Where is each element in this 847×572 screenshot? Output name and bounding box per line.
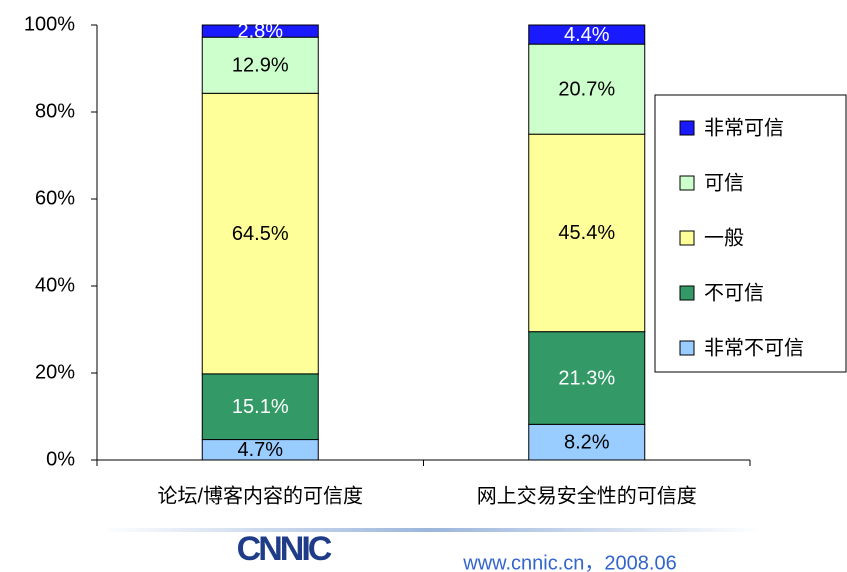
source: www.cnnic.cn，2008.06 [462, 552, 676, 572]
bar-segment [201, 92, 319, 375]
y-tick-label: 40% [35, 274, 75, 296]
legend-swatch [679, 285, 695, 301]
bar-segment [201, 373, 319, 441]
x-tick-label: 论坛/博客内容的可信度 [157, 484, 363, 507]
y-tick-label: 0% [46, 448, 75, 470]
legend-swatch [679, 175, 695, 191]
x-tick-label: 网上交易安全性的可信度 [477, 484, 697, 507]
legend-swatch [679, 120, 695, 136]
legend-label: 可信 [704, 171, 744, 194]
bar-segment [528, 423, 646, 461]
value-label: 8.2% [564, 431, 610, 453]
separator [100, 528, 760, 532]
value-label: 12.9% [232, 55, 289, 77]
legend-label: 非常不可信 [704, 336, 804, 359]
value-label: 45.4% [558, 222, 615, 244]
value-label: 21.3% [558, 367, 615, 389]
bar-segment [528, 331, 646, 425]
bar-segment [201, 24, 319, 38]
y-tick-label: 80% [35, 100, 75, 122]
legend-label: 不可信 [704, 281, 764, 304]
legend-label: 一般 [704, 226, 744, 249]
bar-segment [528, 133, 646, 333]
logo: CNNIC [237, 530, 332, 568]
y-tick-label: 100% [24, 13, 75, 35]
y-tick-label: 20% [35, 361, 75, 383]
bar-segment [528, 24, 646, 45]
legend-label: 非常可信 [704, 116, 784, 139]
value-label: 2.8% [237, 20, 283, 42]
value-label: 15.1% [232, 396, 289, 418]
value-label: 4.7% [237, 439, 283, 461]
y-tick-label: 60% [35, 187, 75, 209]
value-label: 64.5% [232, 223, 289, 245]
bar-segment [201, 36, 319, 94]
value-label: 20.7% [558, 78, 615, 100]
legend-swatch [679, 230, 695, 246]
value-label: 4.4% [564, 24, 610, 46]
legend-swatch [679, 340, 695, 356]
